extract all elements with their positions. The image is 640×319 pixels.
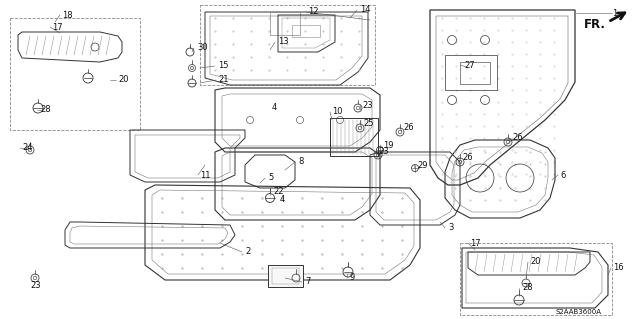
Text: 29: 29: [417, 160, 428, 169]
Text: 19: 19: [383, 140, 394, 150]
Text: 5: 5: [268, 174, 273, 182]
Text: 2: 2: [245, 248, 250, 256]
Text: 20: 20: [530, 257, 541, 266]
Text: 1: 1: [612, 9, 617, 18]
Text: 23: 23: [362, 100, 372, 109]
Text: 7: 7: [305, 278, 310, 286]
Text: 24: 24: [22, 144, 33, 152]
Text: 11: 11: [200, 170, 211, 180]
Text: 9: 9: [350, 273, 355, 283]
Text: 15: 15: [218, 62, 228, 70]
Text: 17: 17: [470, 239, 481, 248]
Text: 13: 13: [278, 38, 289, 47]
Text: 27: 27: [464, 61, 475, 70]
Text: 14: 14: [360, 5, 371, 14]
Text: 8: 8: [298, 158, 303, 167]
Text: 28: 28: [522, 284, 532, 293]
Text: 26: 26: [512, 133, 523, 143]
Text: 4: 4: [280, 196, 285, 204]
Text: 17: 17: [52, 23, 63, 32]
Text: 30: 30: [197, 43, 207, 53]
Text: 16: 16: [613, 263, 623, 272]
Text: S2AAB3600A: S2AAB3600A: [556, 309, 602, 315]
Text: 26: 26: [403, 123, 413, 132]
Text: 6: 6: [560, 170, 565, 180]
Text: 28: 28: [40, 106, 51, 115]
Text: 4: 4: [272, 103, 277, 113]
Text: 26: 26: [462, 153, 472, 162]
Text: 25: 25: [363, 118, 374, 128]
Text: 21: 21: [218, 76, 228, 85]
FancyBboxPatch shape: [268, 265, 303, 287]
Text: 12: 12: [308, 8, 319, 17]
Text: 23: 23: [30, 281, 40, 291]
Text: 23: 23: [378, 147, 388, 157]
Text: 22: 22: [273, 188, 284, 197]
Text: 18: 18: [62, 11, 72, 19]
Text: 20: 20: [118, 76, 129, 85]
Text: FR.: FR.: [584, 18, 606, 31]
Text: 10: 10: [332, 108, 342, 116]
Text: 3: 3: [448, 224, 453, 233]
